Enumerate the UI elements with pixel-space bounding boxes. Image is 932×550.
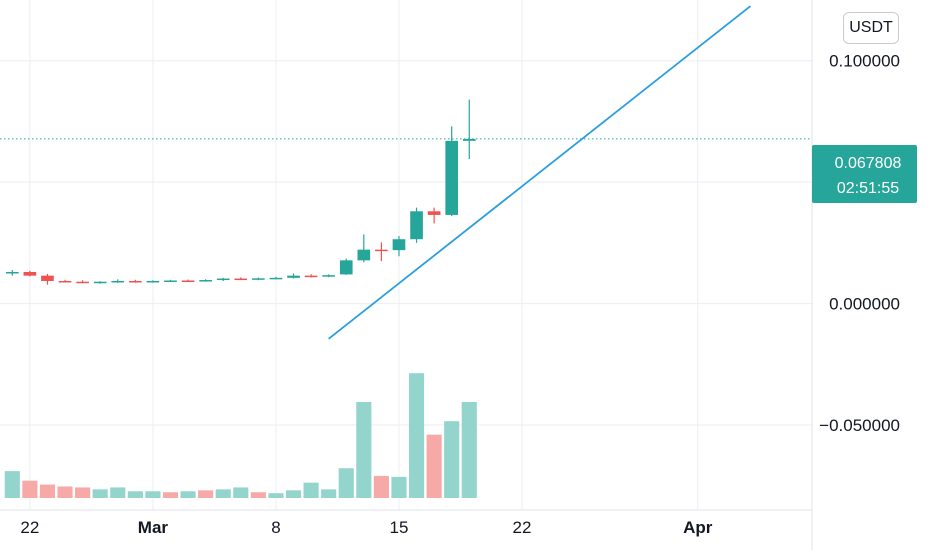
candle-body (287, 275, 300, 278)
candle-body (23, 272, 37, 276)
volume-bar (145, 491, 161, 498)
date-tick-label: 8 (271, 518, 280, 537)
volume-bar (110, 487, 126, 498)
price-tick-label: −0.050000 (819, 416, 900, 435)
candle-body (129, 280, 142, 283)
candle-body (76, 281, 89, 284)
price-tick-label: 0.000000 (829, 295, 900, 314)
candle-body (5, 272, 19, 274)
volume-bar (162, 492, 179, 498)
date-tick-label: Mar (138, 518, 169, 537)
candle-body (216, 278, 230, 281)
volume-bar (75, 487, 91, 498)
candle-body (234, 278, 248, 281)
candle-body (146, 280, 160, 283)
candle-body (252, 278, 265, 280)
volume-bar (198, 490, 214, 498)
candle-body (375, 249, 388, 252)
candle-body (392, 239, 406, 251)
volume-bar (22, 480, 38, 498)
candle-body (357, 249, 371, 261)
volume-bar (57, 486, 73, 498)
volume-bar (215, 489, 231, 498)
candle-body (427, 211, 441, 215)
last-price-value: 0.067808 (835, 155, 902, 172)
volume-bar (391, 476, 407, 498)
volume-bar (39, 484, 56, 498)
grid-lines (0, 0, 812, 511)
price-tick-label: 0.100000 (829, 52, 900, 71)
volume-bar (4, 471, 20, 498)
time-axis[interactable]: 22 Mar 8 15 22 Apr (20, 518, 712, 537)
candle-body (58, 280, 72, 283)
candle-body (41, 275, 54, 281)
volume-bar (303, 482, 319, 498)
price-axis-bg (812, 0, 932, 550)
candle-body (339, 260, 353, 275)
date-tick-label: 22 (20, 518, 39, 537)
volume-bar (285, 490, 302, 498)
candle-body (462, 138, 476, 141)
volume-bar (426, 434, 442, 498)
candle-body (445, 140, 459, 215)
candle-body (410, 211, 423, 240)
candle-body (199, 280, 212, 282)
date-tick-label: Apr (683, 518, 713, 537)
candle-body (164, 280, 177, 282)
volume-bar (180, 491, 196, 498)
date-tick-label: 22 (513, 518, 532, 537)
last-price-tag: 0.067808 02:51:55 (812, 145, 917, 203)
volume-bar (408, 373, 425, 498)
candle-body (322, 275, 335, 277)
trendline[interactable] (328, 5, 752, 340)
volume-bar (233, 487, 249, 498)
candle-body (304, 275, 318, 278)
volume-bars (4, 373, 477, 498)
volume-bar (127, 491, 143, 498)
volume-bar (321, 489, 337, 498)
candle-body (269, 277, 283, 280)
candle-body (181, 280, 195, 282)
candle-body (93, 281, 107, 284)
volume-bar (250, 492, 266, 498)
candles (5, 99, 476, 285)
volume-bar (461, 402, 477, 498)
date-tick-label: 15 (390, 518, 409, 537)
volume-bar (92, 489, 108, 498)
volume-bar (356, 402, 372, 498)
volume-bar (373, 475, 389, 498)
volume-bar (444, 421, 460, 498)
countdown-timer: 02:51:55 (837, 180, 899, 197)
candle-body (111, 280, 125, 283)
volume-bar (338, 468, 354, 498)
volume-bar (268, 493, 284, 498)
currency-badge[interactable]: USDT (843, 12, 899, 44)
